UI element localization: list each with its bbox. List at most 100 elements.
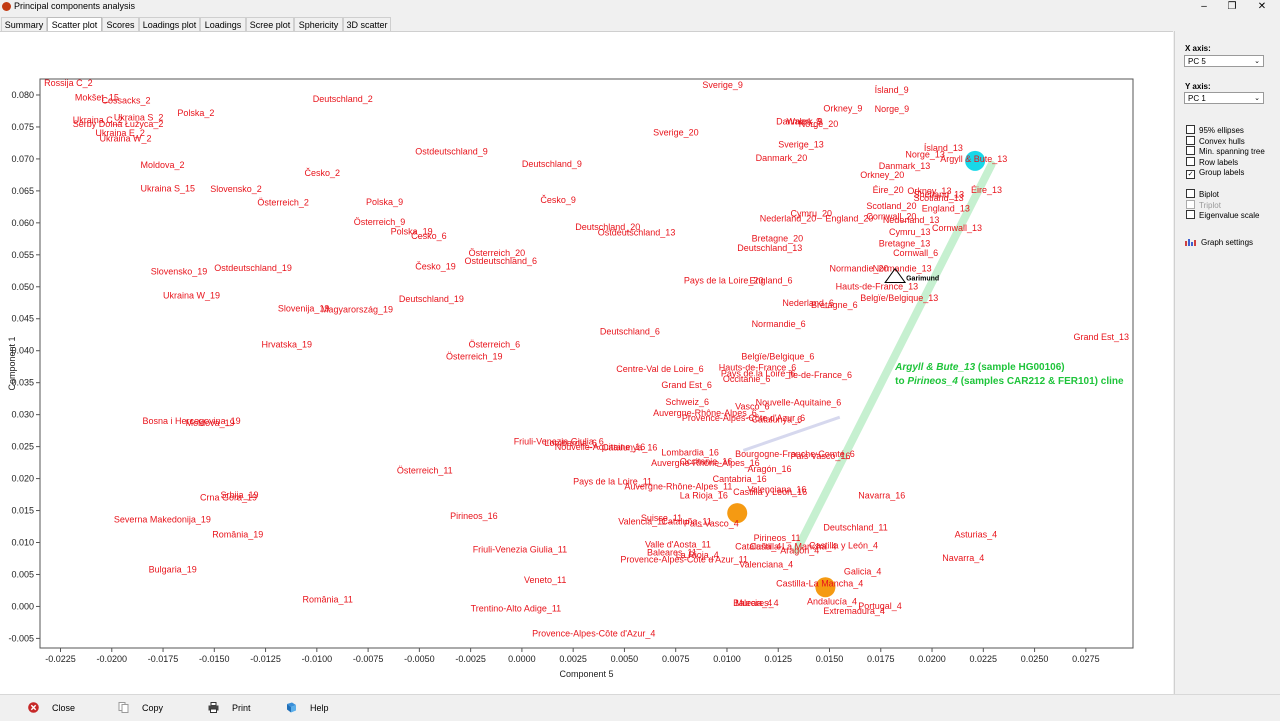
plot-area: -0.0225 -0.0200 -0.0175 -0.0150 -0.0125 -0.01… xyxy=(0,31,1173,695)
minimize-button[interactable]: – xyxy=(1201,1,1207,12)
group-label: Polska_19 xyxy=(391,226,433,236)
group-label: Slovenija_19 xyxy=(278,304,330,314)
checkbox-eigenvalue-scale[interactable]: Eigenvalue scale xyxy=(1186,210,1259,220)
group-label: Auvergne-Rhône-Alpes_6 xyxy=(653,408,757,418)
group-label: País Vasco_16 xyxy=(791,451,851,461)
group-label: Nouvelle-Aquitaine_16 xyxy=(555,442,646,452)
group-label: Sverige_13 xyxy=(778,139,824,149)
checkbox-min-spanning-tree[interactable]: Min. spanning tree xyxy=(1186,146,1265,156)
group-label: Shetland_13 xyxy=(914,189,965,199)
checkbox-box[interactable] xyxy=(1186,125,1195,134)
group-label: Ukraina S_2 xyxy=(114,113,164,123)
y-axis-select[interactable]: PC 1 ⌄ xyxy=(1184,92,1264,104)
checkbox-label: Biplot xyxy=(1199,190,1220,199)
group-label: Auvergne-Rhône-Alpes_16 xyxy=(651,458,760,468)
group-label: Deutschland_9 xyxy=(522,159,582,169)
group-label: England_13 xyxy=(922,203,970,213)
group-label: Österreich_2 xyxy=(257,198,309,208)
window-title: Principal components analysis xyxy=(14,1,136,11)
x-tick-label: 0.0075 xyxy=(662,654,690,664)
group-label: Schweiz_6 xyxy=(665,397,709,407)
group-label: Lombardia_16 xyxy=(661,448,719,458)
checkbox-box[interactable] xyxy=(1186,189,1195,198)
group-label: Cataluña_11 xyxy=(661,517,711,527)
tab-scores[interactable]: Scores xyxy=(102,17,139,31)
group-label: England_20 xyxy=(825,214,873,224)
tab-scatter-plot[interactable]: Scatter plot xyxy=(47,17,102,32)
checkbox-group-labels[interactable]: ✓ Group labels xyxy=(1186,168,1244,179)
help-button[interactable]: Help xyxy=(286,702,329,713)
group-label: Bosna i Hercegovina_19 xyxy=(143,416,241,426)
close-button[interactable]: Close xyxy=(28,702,75,713)
group-label: Normandie_20 xyxy=(830,263,889,273)
group-label: Normandie_6 xyxy=(752,319,806,329)
checkbox-biplot[interactable]: Biplot xyxy=(1186,189,1219,199)
x-tick-label: 0.0200 xyxy=(918,654,946,664)
highlight-point xyxy=(727,503,748,524)
group-label: País Vasco_4 xyxy=(684,519,739,529)
group-label: Česko_6 xyxy=(411,231,447,241)
group-label: Serby Dolna Łužyca_2 xyxy=(73,119,164,129)
group-label: Andalucía_4 xyxy=(807,597,857,607)
group-label: Galicia_4 xyxy=(844,566,882,576)
group-label: Deutschland_13 xyxy=(737,243,802,253)
tab-summary[interactable]: Summary xyxy=(1,17,47,31)
x-tick-label: 0.0150 xyxy=(816,654,844,664)
x-axis-value: PC 5 xyxy=(1188,57,1206,66)
x-tick-label: 0.0000 xyxy=(508,654,536,664)
copy-button[interactable]: Copy xyxy=(118,702,163,713)
maximize-button[interactable]: ❐ xyxy=(1227,1,1237,12)
group-label: Magyarország_19 xyxy=(321,304,393,314)
group-label: Castilla-La Mancha_4 xyxy=(776,579,863,589)
checkbox-box-checked[interactable]: ✓ xyxy=(1186,170,1195,179)
group-label: Österreich_6 xyxy=(469,340,521,350)
scatter-chart[interactable]: -0.0225 -0.0200 -0.0175 -0.0150 -0.0125 -0.01… xyxy=(0,32,1173,695)
x-tick-label: -0.0100 xyxy=(302,654,333,664)
checkbox-box[interactable] xyxy=(1186,136,1195,145)
checkbox-95-ellipses[interactable]: 95% ellipses xyxy=(1186,125,1244,135)
group-label: Extremadura_4 xyxy=(823,606,885,616)
checkbox-label: Convex hulls xyxy=(1199,137,1245,146)
x-tick-label: 0.0025 xyxy=(559,654,587,664)
group-label: Valenciana_16 xyxy=(747,485,806,495)
graph-settings-button[interactable]: Graph settings xyxy=(1185,238,1253,247)
chevron-down-icon: ⌄ xyxy=(1254,95,1260,102)
group-label: Murcia_4 xyxy=(735,598,772,608)
faint-connector-line xyxy=(742,415,841,452)
group-label: Hauts-de-France_6 xyxy=(719,363,797,373)
group-label: Danmark_9 xyxy=(776,116,823,126)
y-tick-label: 0.015 xyxy=(11,506,34,516)
group-label: Danmark_13 xyxy=(879,161,931,171)
group-label: Occitanie_6 xyxy=(723,374,771,384)
annotation-text: to xyxy=(895,376,907,387)
garimund-marker xyxy=(884,267,907,284)
highlight-point xyxy=(815,577,836,598)
checkbox-row-labels[interactable]: Row labels xyxy=(1186,157,1238,167)
group-label: Cymru_20 xyxy=(791,208,833,218)
group-label: La Rioja_16 xyxy=(680,490,728,500)
group-label: Ísland_9 xyxy=(875,85,909,95)
tab-scree-plot[interactable]: Scree plot xyxy=(246,17,294,31)
x-axis-select[interactable]: PC 5 ⌄ xyxy=(1184,55,1264,67)
group-label: Bretagne_20 xyxy=(752,233,804,243)
checkbox-box[interactable] xyxy=(1186,146,1195,155)
group-label: Hrvatska_19 xyxy=(261,340,312,350)
tab-loadings-plot[interactable]: Loadings plot xyxy=(139,17,200,31)
checkbox-box[interactable] xyxy=(1186,210,1195,219)
tab-loadings[interactable]: Loadings xyxy=(200,17,246,31)
close-window-button[interactable]: ✕ xyxy=(1257,1,1267,12)
tab-3d-scatter[interactable]: 3D scatter xyxy=(343,17,391,31)
group-label: Pays de la Loire_20 xyxy=(684,276,764,286)
x-tick-label: 0.0250 xyxy=(1021,654,1049,664)
checkbox-box[interactable] xyxy=(1186,157,1195,166)
y-tick-label: 0.000 xyxy=(11,601,34,611)
tab-sphericity[interactable]: Sphericity xyxy=(294,17,343,31)
group-label: Hauts-de-France_13 xyxy=(836,281,919,291)
group-label: Veneto_11 xyxy=(524,575,566,585)
x-axis-title: Component 5 xyxy=(559,669,613,679)
options-panel: X axis: PC 5 ⌄ Y axis: PC 1 ⌄ 95% ellipses… xyxy=(1174,31,1280,694)
group-label: Srbija_19 xyxy=(220,490,258,500)
checkbox-convex-hulls[interactable]: Convex hulls xyxy=(1186,136,1245,146)
checkbox-label: 95% ellipses xyxy=(1199,126,1244,135)
print-button[interactable]: Print xyxy=(208,702,251,713)
